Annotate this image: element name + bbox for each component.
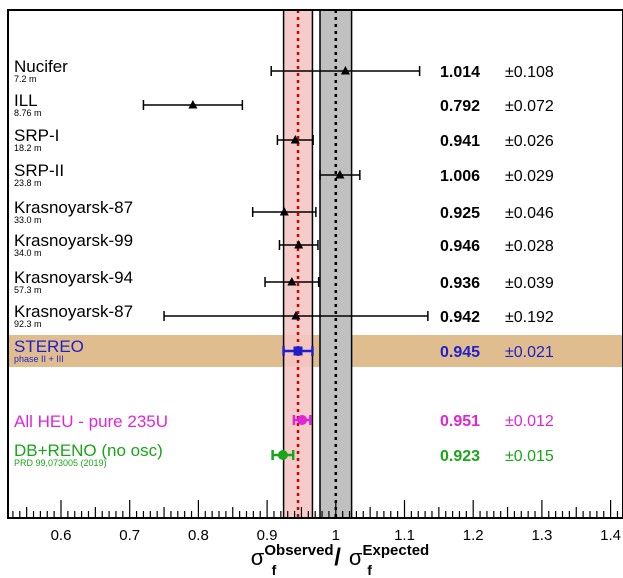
row-sublabel: PRD 99,073005 (2019)	[14, 458, 107, 468]
tick-label: 0.8	[188, 527, 209, 544]
row-sublabel: 7.2 m	[14, 74, 37, 84]
row-label: ILL	[14, 91, 38, 110]
row-highlight	[8, 335, 623, 367]
row: SRP-I18.2 m 0.941 ±0.026	[14, 126, 554, 153]
data-point	[297, 415, 308, 425]
row-error: ±0.026	[505, 133, 554, 150]
row-error: ±0.029	[505, 168, 554, 185]
data-point	[188, 100, 198, 109]
row-sublabel: 33.0 m	[14, 215, 42, 225]
row-value: 0.936	[440, 275, 480, 292]
tick-label: 0.7	[119, 527, 140, 544]
row-value: 0.951	[440, 413, 480, 430]
tick-label: 0.9	[257, 527, 278, 544]
row-error: ±0.021	[505, 344, 554, 361]
tick-label: 1.1	[394, 527, 415, 544]
row-sublabel: 34.0 m	[14, 248, 42, 258]
data-point	[290, 135, 300, 144]
data-point	[335, 170, 345, 179]
data-point	[277, 450, 288, 460]
row-value: 0.942	[440, 309, 480, 326]
row-error: ±0.192	[505, 309, 554, 326]
tick-label: 1	[332, 527, 340, 544]
tick-label: 1.3	[531, 527, 552, 544]
row-error: ±0.072	[505, 98, 554, 115]
data-point	[293, 346, 303, 356]
row-value: 0.923	[440, 448, 480, 465]
tick-label: 1.4	[600, 527, 621, 544]
row-label: Krasnoyarsk-87	[14, 302, 133, 321]
data-point	[340, 66, 350, 75]
x-axis-label: σObserved f / σExpected f	[251, 542, 429, 578]
data-point	[279, 207, 289, 216]
row-label: Krasnoyarsk-87	[14, 198, 133, 217]
row-value: 0.941	[440, 133, 480, 150]
row-label: SRP-II	[14, 161, 64, 180]
row-label: Nucifer	[14, 57, 68, 76]
row-error: ±0.012	[505, 413, 554, 430]
plot-frame	[7, 9, 623, 519]
row-sublabel: 8.76 m	[14, 108, 42, 118]
row-label: STEREO	[14, 337, 84, 356]
x-axis: 0.6 0.7 0.8 0.9 1 1.1 1.2 1.3 1.4	[12, 500, 621, 544]
row-label: Krasnoyarsk-99	[14, 231, 133, 250]
row-label: SRP-I	[14, 126, 59, 145]
row-value: 0.945	[440, 344, 480, 361]
row-sublabel: 57.3 m	[14, 285, 42, 295]
row-error: ±0.015	[505, 448, 554, 465]
row-sublabel: 92.3 m	[14, 319, 42, 329]
data-point	[294, 240, 304, 249]
data-point	[287, 277, 297, 286]
tick-label: 1.2	[463, 527, 484, 544]
row-value: 1.006	[440, 168, 480, 185]
row-sublabel: phase II + III	[14, 354, 64, 364]
row-label: DB+RENO (no osc)	[14, 441, 163, 460]
row-sublabel: 18.2 m	[14, 143, 42, 153]
row-value: 0.792	[440, 98, 480, 115]
tick-label: 0.6	[51, 527, 72, 544]
row: DB+RENO (no osc)PRD 99,073005 (2019) 0.92…	[14, 441, 554, 468]
bands-layer	[8, 9, 623, 519]
row-value: 0.925	[440, 205, 480, 222]
row-label: Krasnoyarsk-94	[14, 268, 133, 287]
row-error: ±0.108	[505, 64, 554, 81]
row-error: ±0.039	[505, 275, 554, 292]
row-error: ±0.028	[505, 238, 554, 255]
row-error: ±0.046	[505, 205, 554, 222]
row-value: 0.946	[440, 238, 480, 255]
row: All HEU - pure 235U 0.951 ±0.012	[14, 412, 554, 431]
row-label: All HEU - pure 235U	[14, 412, 168, 431]
row-sublabel: 23.8 m	[14, 178, 42, 188]
data-point	[291, 311, 301, 320]
row-value: 1.014	[440, 64, 480, 81]
